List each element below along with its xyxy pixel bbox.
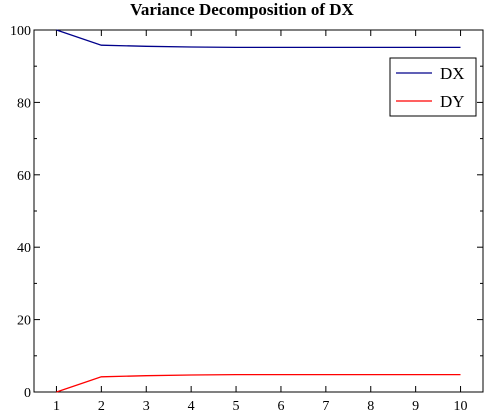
y-axis: 0 20 40 60 80 100 — [10, 24, 483, 401]
y-tick-label: 60 — [17, 169, 31, 184]
x-tick-label: 7 — [322, 399, 329, 414]
y-tick-label: 40 — [17, 241, 31, 256]
x-tick-label: 9 — [412, 399, 419, 414]
legend: DX DY — [389, 57, 477, 117]
x-tick-label: 6 — [277, 399, 284, 414]
y-tick-label: 100 — [10, 24, 31, 39]
x-axis: 1 2 3 4 5 6 7 8 9 10 — [53, 30, 468, 414]
x-tick-label: 1 — [53, 399, 60, 414]
x-tick-label: 2 — [98, 399, 105, 414]
x-tick-label: 8 — [367, 399, 374, 414]
legend-box — [389, 57, 477, 117]
series-line-dx — [56, 29, 461, 49]
x-tick-label: 3 — [143, 399, 150, 414]
x-tick-label: 10 — [454, 399, 468, 414]
y-tick-label: 20 — [17, 314, 31, 329]
y-tick-label: 80 — [17, 96, 31, 111]
series-line-dy — [56, 373, 461, 393]
y-tick-label: 0 — [24, 386, 31, 401]
series-layer — [56, 29, 461, 393]
x-tick-label: 4 — [188, 399, 195, 414]
x-tick-label: 5 — [233, 399, 240, 414]
legend-label-dx: DX — [440, 64, 465, 83]
chart-title: Variance Decomposition of DX — [130, 0, 354, 19]
legend-label-dy: DY — [440, 92, 465, 111]
